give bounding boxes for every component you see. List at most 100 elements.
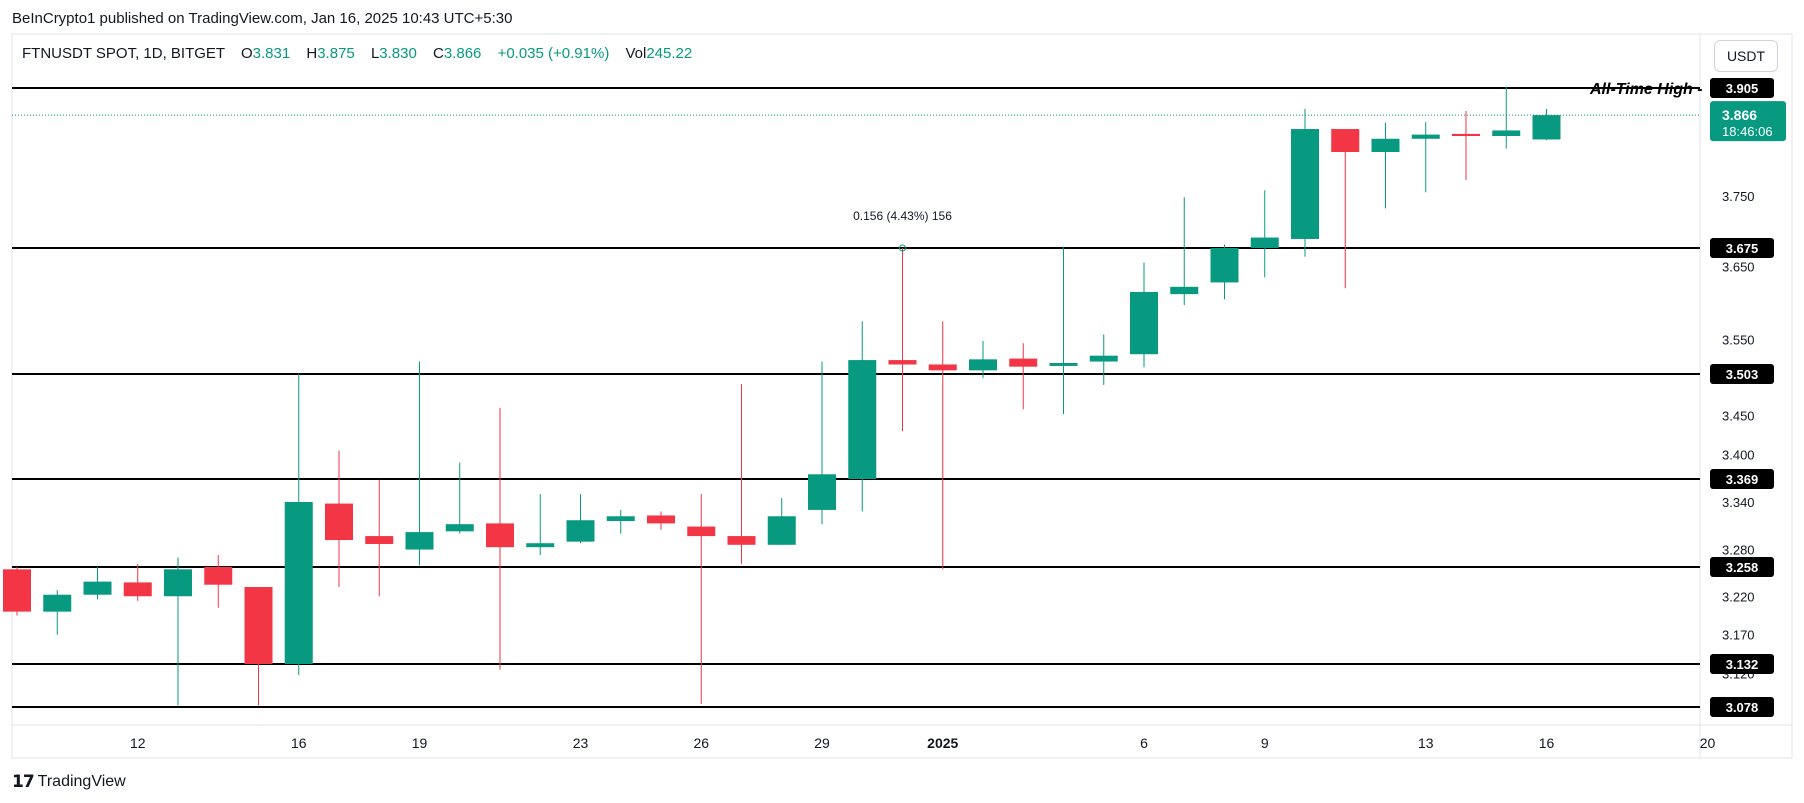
candle-body [888, 360, 917, 365]
candle-body [848, 360, 877, 479]
price-tick: 3.280 [1722, 543, 1755, 558]
price-tick: 3.450 [1722, 409, 1755, 424]
legend-symbol: FTNUSDT SPOT, 1D, BITGET [22, 45, 225, 62]
level-badge-label: 3.258 [1726, 560, 1759, 575]
candle-body [647, 515, 675, 524]
candle-body [808, 474, 836, 510]
time-tick: 26 [693, 735, 709, 751]
measure-point [899, 244, 906, 252]
candle-body [566, 520, 595, 542]
candle-body [43, 594, 72, 612]
candle-body [1452, 133, 1480, 136]
level-badge-label: 3.675 [1726, 241, 1759, 256]
all-time-high-label: All-Time High - [1589, 81, 1703, 98]
candle-body [445, 524, 474, 532]
time-tick: 29 [814, 735, 830, 751]
current-price-badge [1710, 101, 1786, 142]
candle-body [3, 569, 31, 612]
level-badge-label: 3.078 [1726, 700, 1759, 715]
legend-vol-label: Vol [625, 45, 647, 62]
time-tick: 16 [1539, 735, 1555, 751]
candle-body [1411, 134, 1440, 139]
candle-body [1089, 355, 1118, 362]
candle-body [325, 503, 353, 541]
candle-body [284, 501, 313, 664]
candle-body [969, 359, 997, 371]
candle-body [1532, 115, 1561, 140]
candle-body [365, 536, 394, 545]
level-badge [1710, 557, 1774, 577]
time-axis: 12 16 19 23 26 29 2025 6 9 13 16 20 [130, 735, 1716, 751]
price-tick: 3.750 [1722, 189, 1755, 204]
candle-body [727, 536, 756, 545]
candle-body [164, 569, 192, 597]
candle-body [204, 567, 233, 585]
candle-body [767, 516, 796, 545]
price-tick: 3.650 [1722, 259, 1755, 274]
candle-body [123, 582, 152, 597]
price-tick: 3.340 [1722, 495, 1755, 510]
candle-body [1371, 138, 1400, 152]
time-tick: 16 [291, 735, 307, 751]
level-badge [1710, 697, 1774, 717]
tradingview-brand: 𝟭𝟳 TradingView [12, 772, 126, 792]
candle-body [1291, 129, 1319, 239]
legend-change: +0.035 (+0.91%) [497, 45, 610, 62]
level-badge-label: 3.905 [1726, 81, 1759, 96]
annotations: 0.156 (4.43%) 156 All-Time High - [853, 81, 1703, 252]
legend-open: 3.831 [252, 45, 291, 62]
chart-border [11, 33, 1793, 759]
candle-body [1170, 286, 1199, 295]
candle-body [526, 543, 555, 548]
time-tick: 13 [1418, 735, 1434, 751]
currency-button[interactable]: USDT [1714, 40, 1778, 72]
legend-high: 3.875 [317, 45, 355, 62]
candle-body [486, 523, 514, 548]
level-badge-label: 3.503 [1726, 367, 1759, 382]
price-tick: 3.550 [1722, 333, 1755, 348]
level-badge [1710, 469, 1774, 489]
measure-label: 0.156 (4.43%) 156 [853, 209, 952, 223]
price-tick: 3.170 [1722, 628, 1755, 643]
candle-body [1210, 248, 1239, 283]
level-badge [1710, 654, 1774, 674]
candles [3, 86, 1561, 706]
current-price-label: 3.866 [1722, 107, 1757, 123]
level-badge-label: 3.132 [1726, 657, 1759, 672]
candle-body [83, 581, 112, 595]
candle-body [244, 587, 273, 664]
legend-close: 3.866 [443, 45, 482, 62]
time-tick: 6 [1140, 735, 1148, 751]
legend-low-label: L [370, 45, 380, 62]
candle-body [1492, 130, 1521, 136]
price-axis: 3.750 3.650 3.550 3.450 3.400 3.340 3.280 3.220… [1710, 78, 1786, 717]
candle-body [687, 526, 716, 537]
price-tick: 3.400 [1722, 448, 1755, 463]
time-tick: 12 [130, 735, 146, 751]
brand-text: TradingView [37, 773, 126, 790]
price-tick: 3.220 [1722, 589, 1755, 604]
candle-body [1049, 363, 1078, 366]
time-tick: 2025 [927, 735, 958, 751]
level-badge-label: 3.369 [1726, 472, 1759, 487]
level-badge [1710, 238, 1774, 258]
candle-body [1009, 358, 1038, 367]
publisher-line: BeInCrypto1 published on TradingView.com… [12, 10, 513, 27]
legend-vol: 245.22 [646, 45, 693, 62]
candle-body [606, 516, 635, 522]
candle-body [405, 532, 434, 550]
candle-body [928, 364, 957, 371]
legend-open-label: O [240, 45, 253, 62]
time-tick: 9 [1261, 735, 1269, 751]
legend-close-label: C [433, 45, 444, 62]
level-badge [1710, 364, 1774, 384]
candle-body [1331, 129, 1360, 152]
time-tick: 19 [412, 735, 428, 751]
countdown-label: 18:46:06 [1722, 124, 1773, 139]
level-badge [1710, 78, 1774, 98]
legend-high-label: H [306, 45, 318, 62]
legend-low: 3.830 [379, 45, 417, 62]
symbol-legend: FTNUSDT SPOT, 1D, BITGET O3.831 H3.875 L… [22, 45, 692, 62]
candle-body [1130, 291, 1158, 355]
